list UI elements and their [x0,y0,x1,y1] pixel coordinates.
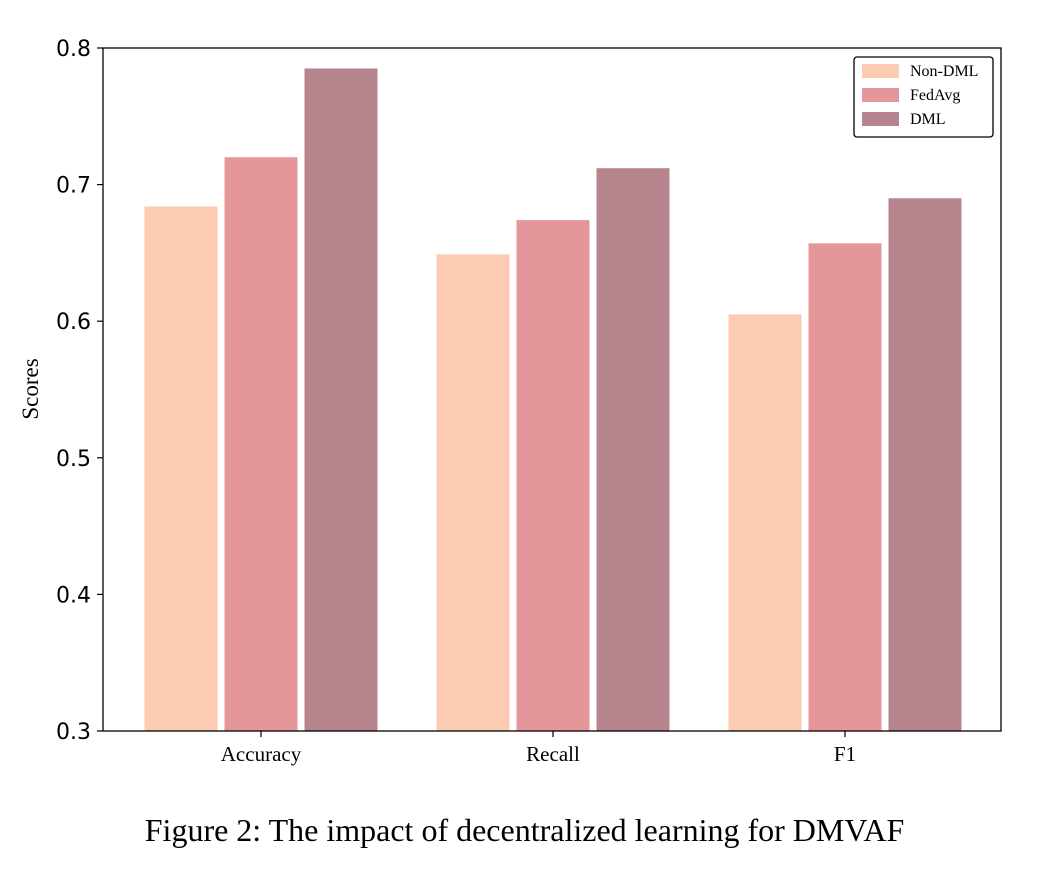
y-axis-ticks: 0.3 0.4 0.5 0.6 0.7 0.8 [56,37,103,745]
bar-fedavg-f1 [808,243,882,731]
legend-swatch-non-dml [862,64,899,78]
legend-label-non-dml: Non-DML [910,63,978,80]
x-tick-label: Accuracy [221,742,302,766]
y-tick-label: 0.8 [56,37,91,62]
bar-dml-accuracy [304,68,378,732]
legend-label-dml: DML [910,111,946,128]
x-tick-label: Recall [526,742,580,766]
bar-chart: 0.3 0.4 0.5 0.6 0.7 0.8 Accuracy Recall F1 Scor… [18,37,1002,766]
bars-group [144,68,962,732]
plot-frame [102,47,1002,732]
bar-non-dml-recall [436,254,510,732]
y-tick-label: 0.5 [56,447,91,472]
bar-dml-f1 [888,198,962,731]
y-axis-title: Scores [18,358,43,419]
bar-non-dml-f1 [728,314,802,731]
bar-dml-recall [596,168,670,731]
legend-swatch-fedavg [862,88,899,102]
x-tick-label: F1 [834,742,856,766]
y-tick-label: 0.7 [56,174,91,199]
legend-label-fedavg: FedAvg [910,87,960,104]
bar-non-dml-accuracy [144,206,218,731]
bar-fedavg-recall [516,220,590,731]
y-tick-label: 0.4 [56,583,91,608]
legend: Non-DML FedAvg DML [853,56,994,138]
y-tick-label: 0.3 [56,720,91,745]
y-tick-label: 0.6 [56,310,91,335]
figure-caption: Figure 2: The impact of decentralized le… [144,812,905,848]
x-axis-ticks: Accuracy Recall F1 [221,731,856,766]
legend-swatch-dml [862,112,899,126]
bar-fedavg-accuracy [224,157,298,731]
